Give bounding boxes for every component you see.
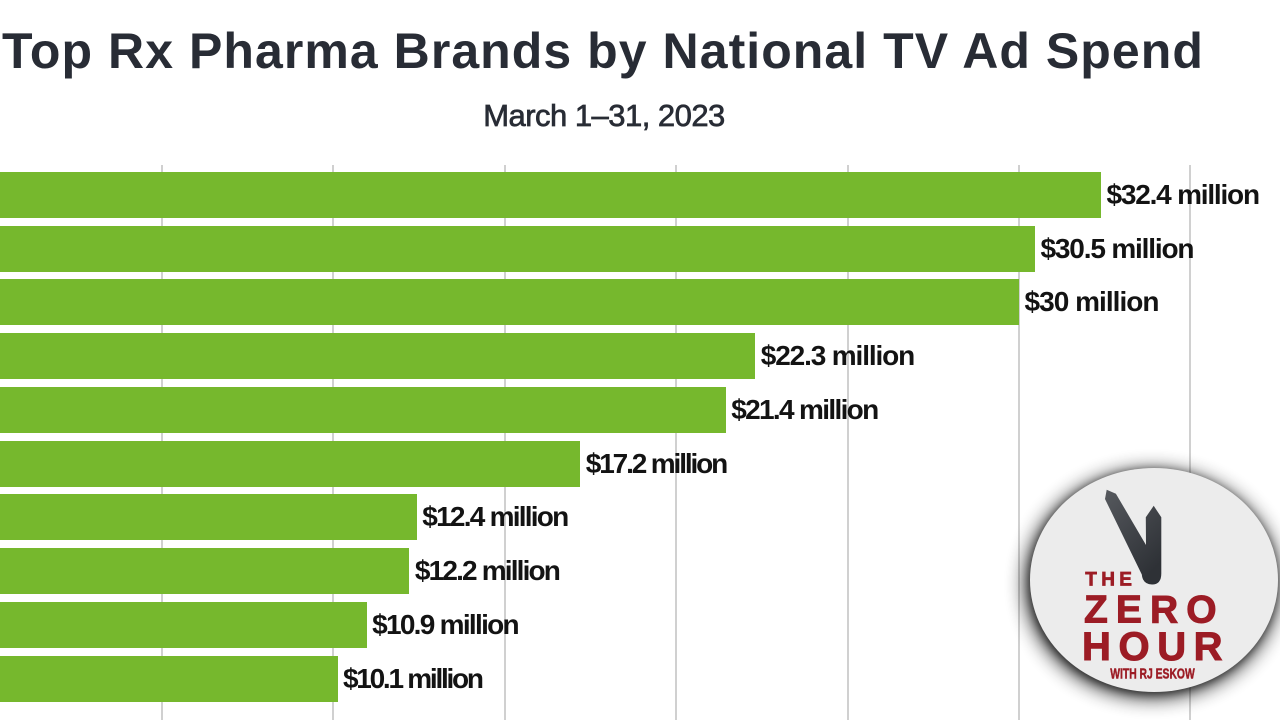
svg-text:THE: THE xyxy=(1085,569,1136,590)
svg-text:HOUR: HOUR xyxy=(1082,625,1230,669)
svg-text:WITH RJ ESKOW: WITH RJ ESKOW xyxy=(1110,664,1195,681)
svg-text:ZERO: ZERO xyxy=(1084,588,1225,631)
